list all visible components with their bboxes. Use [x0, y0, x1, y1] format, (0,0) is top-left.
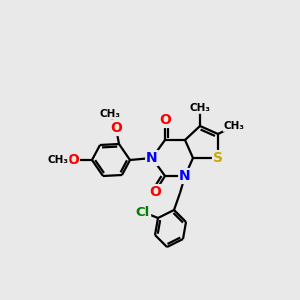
- Text: O: O: [67, 153, 79, 167]
- Text: N: N: [179, 169, 191, 183]
- Text: CH₃: CH₃: [100, 109, 121, 119]
- Text: N: N: [146, 151, 158, 165]
- Text: CH₃: CH₃: [47, 155, 68, 165]
- Text: O: O: [110, 121, 122, 135]
- Text: S: S: [213, 151, 223, 165]
- Text: O: O: [149, 185, 161, 199]
- Text: O: O: [159, 113, 171, 127]
- Text: CH₃: CH₃: [224, 121, 244, 131]
- Text: Cl: Cl: [136, 206, 150, 218]
- Text: CH₃: CH₃: [190, 103, 211, 113]
